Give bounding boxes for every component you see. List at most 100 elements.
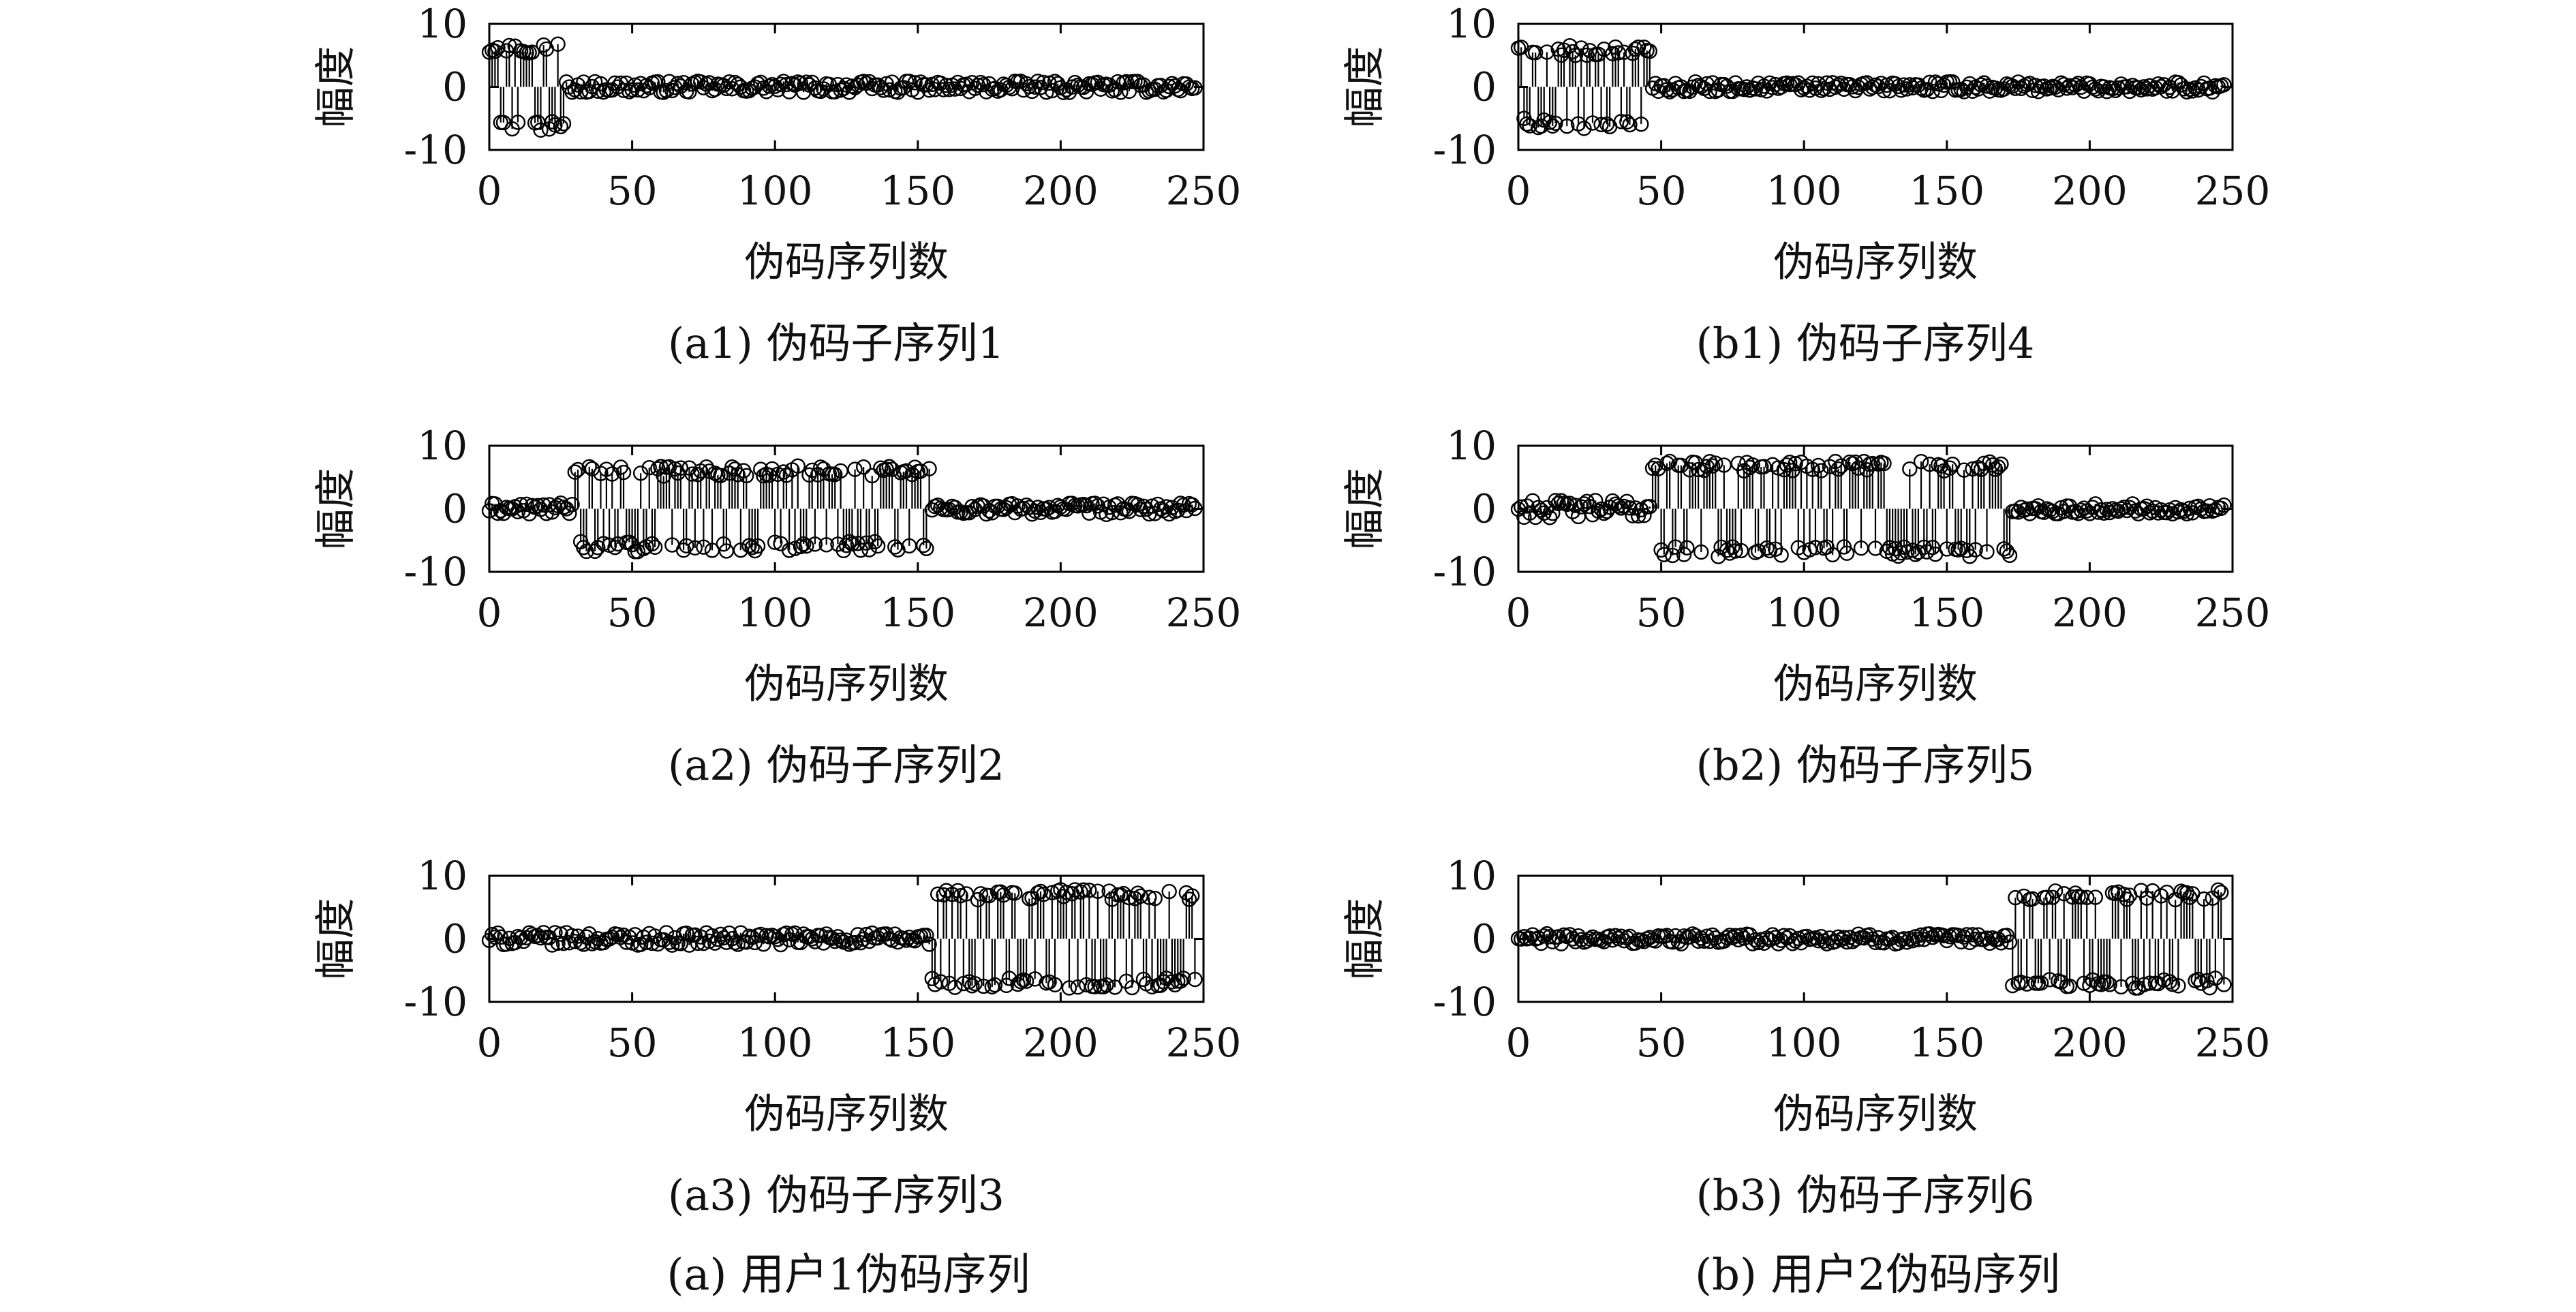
x-tick-label: 100: [1766, 168, 1842, 214]
stem-marker: [1907, 929, 1923, 945]
stem-marker: [933, 974, 949, 990]
stem-marker: [1135, 498, 1152, 514]
y-tick-label: 10: [1446, 853, 1497, 899]
stem-marker: [2102, 977, 2117, 992]
data-series: [1510, 37, 2232, 136]
stem-marker: [2142, 975, 2158, 991]
x-tick-label: 200: [1023, 168, 1099, 214]
stem-marker: [830, 929, 846, 945]
stem-marker: [1922, 457, 1937, 472]
stem-marker: [636, 540, 651, 557]
stem-marker: [1693, 544, 1709, 560]
stem-marker: [1642, 499, 1658, 515]
stem-marker: [2171, 978, 2186, 994]
stem-marker: [2196, 891, 2212, 907]
y-tick-label: 0: [442, 916, 467, 962]
x-tick-label: 50: [607, 590, 658, 636]
stem-marker: [841, 534, 857, 549]
stem-marker: [1013, 973, 1028, 990]
stem-marker: [2216, 77, 2232, 93]
stem-marker: [1073, 884, 1088, 900]
x-tick-label: 100: [1766, 1020, 1842, 1066]
stem-marker: [998, 977, 1014, 994]
stem-marker: [567, 464, 583, 480]
stem-marker: [964, 978, 980, 994]
stem-marker: [1830, 929, 1846, 945]
stem-marker: [964, 498, 980, 515]
stem-marker: [2119, 891, 2135, 907]
stem-marker: [632, 466, 649, 481]
stem-marker: [1733, 927, 1749, 943]
stem-marker: [1539, 926, 1555, 942]
stem-marker: [1739, 79, 1755, 95]
stem-marker: [1047, 977, 1063, 993]
stem-marker: [1913, 453, 1929, 470]
x-axis-label: 伪码序列数: [744, 660, 949, 708]
stem-marker: [1807, 540, 1824, 555]
stem-marker: [1118, 74, 1135, 90]
data-series: [481, 882, 1203, 996]
stem-marker: [550, 36, 566, 52]
x-tick-label: 100: [737, 590, 813, 636]
x-tick-label: 50: [607, 1020, 658, 1066]
stem-marker: [1750, 543, 1766, 559]
x-tick-label: 100: [737, 1020, 813, 1066]
stem-marker: [793, 538, 809, 555]
stem-marker: [2162, 79, 2177, 95]
stem-marker: [519, 496, 534, 513]
stem-marker: [807, 536, 823, 552]
stem-marker: [938, 77, 954, 93]
stem-marker: [2185, 83, 2201, 99]
stem-marker: [2061, 78, 2078, 94]
y-tick-label: 0: [1471, 916, 1497, 962]
stem-marker: [644, 935, 660, 951]
y-tick-label: -10: [1433, 979, 1497, 1025]
stem-marker: [838, 77, 855, 93]
stem-marker: [696, 539, 711, 555]
stem-marker: [1865, 79, 1881, 95]
stem-marker: [1984, 930, 2001, 946]
stem-marker: [658, 925, 675, 941]
stem-marker: [584, 936, 600, 951]
stem-marker: [1642, 43, 1658, 59]
data-series: [1510, 882, 2232, 996]
y-tick-label: 10: [417, 853, 467, 899]
stem-marker: [876, 82, 891, 98]
y-axis-label: 幅度: [312, 46, 360, 128]
stem-marker: [1725, 539, 1741, 555]
stem-marker: [2047, 883, 2064, 899]
stem-marker: [1979, 544, 1995, 560]
stem-marker: [1922, 926, 1937, 942]
y-tick-label: 0: [442, 64, 467, 110]
stem-marker: [713, 468, 729, 483]
stem-marker: [550, 935, 566, 951]
x-tick-label: 150: [1909, 168, 1984, 214]
stem-marker: [947, 979, 963, 995]
stem-marker: [2159, 83, 2175, 99]
stem-marker: [795, 536, 812, 552]
stem-marker: [1942, 460, 1958, 476]
stem-marker: [1813, 463, 1829, 478]
stem-marker: [853, 934, 869, 951]
stem-marker: [679, 538, 694, 553]
stem-marker: [2133, 82, 2149, 97]
panel-caption: (a2) 伪码子序列2: [668, 740, 1005, 790]
stem-marker: [1788, 76, 1803, 93]
stem-marker: [1665, 547, 1681, 564]
stem-marker: [581, 926, 597, 942]
stem-marker: [1616, 44, 1632, 60]
stem-marker: [1570, 508, 1586, 525]
stem-marker: [2033, 975, 2049, 991]
stem-marker: [1944, 74, 1961, 90]
stem-marker: [2002, 934, 2018, 950]
stem-marker: [1527, 44, 1544, 61]
stem-marker: [2216, 497, 2232, 513]
stem-marker: [1619, 114, 1635, 130]
stem-marker: [976, 76, 992, 93]
stem-marker: [1736, 81, 1752, 97]
x-tick-label: 150: [880, 1020, 955, 1066]
stem-marker: [2190, 971, 2206, 988]
x-tick-label: 250: [2195, 590, 2271, 636]
stem-marker: [1899, 544, 1915, 560]
stem-marker: [579, 543, 594, 560]
